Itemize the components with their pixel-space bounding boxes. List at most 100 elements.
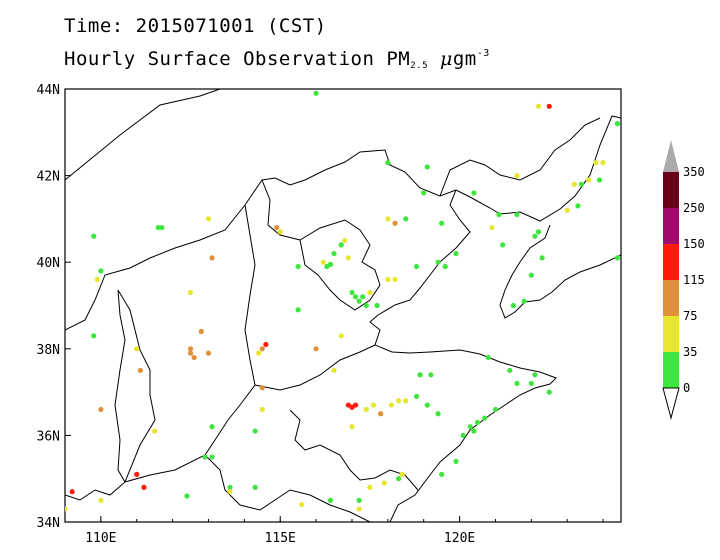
international-border [65,89,221,181]
lat-label: 36N [37,429,60,444]
station-marker [259,406,265,413]
axis-ticks: 44N 42N 40N 38N 36N 34N 110E 115E 120E [37,83,604,546]
station-marker [227,484,233,490]
station-marker [367,484,373,490]
station-marker [313,90,319,96]
station-marker [428,372,434,378]
colorbar-segment [663,352,679,388]
station-marker [65,506,68,512]
station-marker [575,203,581,209]
station-marker [202,454,208,460]
station-marker [586,177,592,183]
coastline [455,115,621,222]
station-marker [571,181,577,187]
station-marker [191,354,197,361]
station-marker [460,432,466,438]
station-marker [137,367,143,374]
coastline-dalian [499,224,621,319]
station-marker [596,177,603,183]
station-marker [259,385,265,391]
station-marker [356,506,362,512]
lat-label: 40N [37,256,60,271]
time-title: Time: 2015071001 (CST) [64,15,327,37]
province-border [65,149,457,331]
station-marker [98,406,104,413]
station-marker [209,454,215,460]
station-marker [252,428,258,434]
station-marker [94,276,100,283]
coastline-liaodong [369,189,557,522]
province-border-henan [204,454,371,522]
station-marker [155,224,161,231]
station-marker [413,393,420,400]
station-marker [546,103,552,109]
colorbar-segment [663,280,679,316]
station-marker [421,190,427,196]
station-marker [500,242,506,248]
station-marker [439,220,445,226]
station-marker [535,229,542,235]
station-marker [482,415,488,421]
station-marker [396,476,402,482]
station-marker [352,402,359,408]
station-marker [363,302,369,309]
lat-label: 38N [37,343,60,358]
station-marker [295,307,301,313]
station-marker [338,333,344,339]
station-marker [69,489,75,495]
station-marker [510,302,516,309]
station-marker [227,489,233,495]
station-marker [313,346,319,352]
station-marker [331,367,337,374]
station-marker [514,173,520,179]
station-marker [403,398,409,404]
station-marker [141,484,147,490]
station-marker [521,298,527,304]
station-marker [492,406,499,413]
station-marker [600,160,606,166]
lon-label: 110E [85,531,116,546]
station-marker [327,497,334,503]
station-marker [363,406,369,413]
station-marker [198,328,204,335]
station-marker [320,259,326,265]
station-marker [467,424,473,430]
station-marker [209,424,215,430]
station-marker [352,294,359,300]
colorbar-label: 35 [683,345,697,359]
province-border-liaoning [439,117,601,197]
station-marker [259,346,265,352]
station-marker [489,224,495,231]
station-marker [356,298,362,304]
colorbar-overflow [663,140,679,172]
station-marker [205,216,212,222]
station-marker [91,333,97,339]
station-marker [474,419,481,426]
colorbar-segment [663,172,679,208]
station-marker [370,402,377,408]
station-marker [187,350,194,356]
station-marker [159,224,165,231]
station-marker [614,121,621,127]
station-marker [507,367,513,374]
station-marker [349,289,355,296]
lon-label: 120E [444,531,475,546]
station-marker [295,263,301,270]
lat-label: 44N [37,83,60,98]
title-block: Time: 2015071001 (CST) Hourly Surface Ob… [64,12,490,80]
station-marker [435,259,441,265]
colorbar-label: 75 [683,309,697,323]
station-marker [496,211,502,218]
station-marker [546,389,552,395]
station-marker [399,471,405,477]
province-border-beijing [299,219,381,311]
station-marker [274,224,280,231]
colorbar-segment [663,208,679,244]
station-marker [385,216,391,222]
station-marker [98,497,104,503]
station-marker [442,263,448,270]
station-marker [385,160,391,166]
station-marker [424,164,430,170]
colorbar-segment [663,244,679,280]
